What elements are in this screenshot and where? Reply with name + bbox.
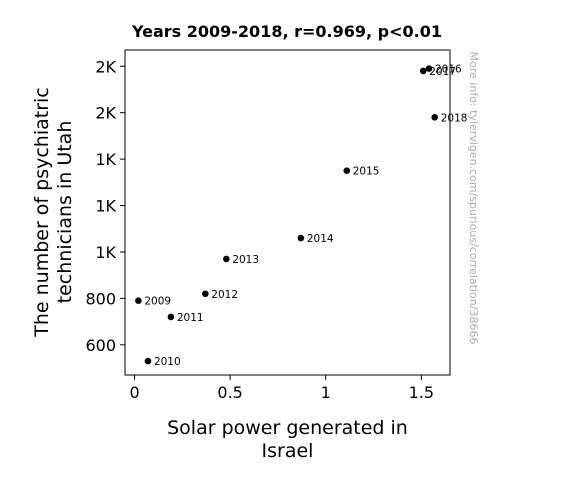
data-point: [144, 357, 152, 365]
data-point: [167, 313, 175, 321]
y-tick-label: 800: [85, 289, 116, 308]
chart-title: Years 2009-2018, r=0.969, p<0.01: [131, 22, 442, 41]
x-tick-label: 1: [321, 383, 331, 402]
data-point-label: 2010: [154, 356, 181, 368]
x-axis-label-line-1: Solar power generated in: [167, 417, 408, 439]
plot-area: 0 0.5 1 1.5 600 800 1K 1K 1K 2K 2K 2009 2010 2011 2012…: [85, 49, 468, 402]
data-point: [223, 255, 230, 263]
watermark-text: More info: tylervigen.com/spurious/corre…: [467, 52, 480, 345]
data-point-label: 2014: [307, 233, 334, 245]
data-point-label: 2015: [353, 166, 380, 178]
x-tick-label: 0: [129, 383, 139, 402]
data-point-label: 2018: [441, 112, 468, 124]
y-tick-label: 600: [85, 336, 116, 355]
data-point-label: 2009: [144, 296, 171, 308]
data-point: [419, 67, 427, 75]
y-tick-label: 2K: [95, 104, 116, 123]
y-axis-label-line-2: technicians in Utah: [54, 121, 76, 304]
x-axis-label-line-2: Israel: [262, 440, 314, 462]
data-point: [425, 65, 433, 72]
data-point: [135, 297, 142, 305]
plot-frame: [124, 49, 451, 376]
y-tick-label: 1K: [95, 150, 116, 169]
data-point-label: 2013: [232, 254, 259, 266]
data-point-label: 2016: [435, 64, 462, 76]
data-point: [343, 167, 351, 175]
y-axis-label-line-1: The number of psychiatric: [31, 87, 53, 338]
y-tick-label: 2K: [95, 57, 116, 76]
data-point-label: 2017: [429, 66, 456, 78]
y-tick-label: 1K: [95, 197, 116, 216]
y-tick-label: 1K: [95, 243, 116, 262]
data-point-label: 2011: [177, 312, 204, 324]
data-point: [431, 114, 439, 121]
data-point: [297, 234, 305, 242]
x-tick-label: 1.5: [409, 383, 434, 402]
data-point: [201, 290, 209, 298]
x-tick-label: 0.5: [217, 383, 242, 402]
data-point-label: 2012: [211, 289, 238, 301]
